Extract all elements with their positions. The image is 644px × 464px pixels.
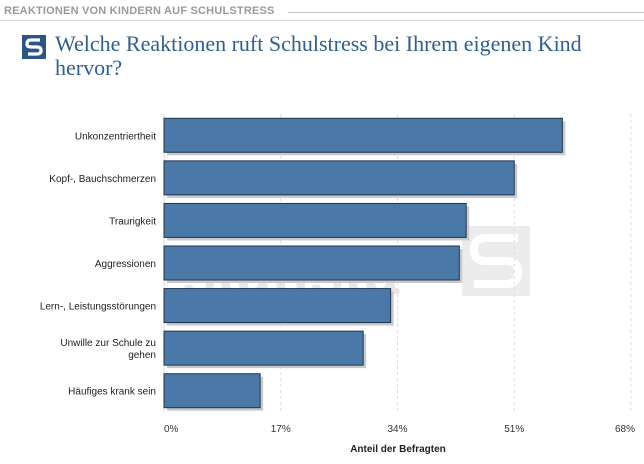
category-label: Aggressionen	[95, 259, 156, 270]
x-tick-label: 0%	[164, 424, 179, 435]
section-header: REAKTIONEN VON KINDERN AUF SCHULSTRESS	[0, 0, 644, 22]
bar	[163, 373, 261, 409]
chart-title: Welche Reaktionen ruft Schulstress bei I…	[55, 31, 582, 80]
category-label: Kopf-, Bauchschmerzen	[49, 174, 156, 185]
tick-labels: 0% 17% 34% 51% 68%	[164, 424, 635, 435]
x-tick-label: 17%	[271, 424, 291, 435]
bar	[163, 245, 460, 281]
bar	[163, 202, 467, 238]
category-label: Lern-, Leistungsstörungen	[40, 302, 156, 313]
x-tick-label: 68%	[615, 424, 635, 435]
category-label: gehen	[128, 350, 156, 361]
bar	[163, 288, 392, 324]
category-label: Traurigkeit	[109, 216, 156, 227]
bar	[163, 160, 515, 196]
x-tick-label: 51%	[504, 424, 524, 435]
statista-logo-icon	[22, 35, 46, 59]
bars	[163, 117, 566, 411]
category-label: Unkonzentriertheit	[75, 131, 156, 142]
header-divider	[0, 20, 644, 21]
category-label: Unwille zur Schule zu	[60, 338, 156, 349]
x-axis-title: Anteil der Befragten	[350, 444, 446, 455]
bar	[163, 330, 364, 366]
x-tick-label: 34%	[387, 424, 407, 435]
section-divider	[288, 12, 644, 13]
category-labels: Unkonzentriertheit Kopf-, Bauchschmerzen T…	[40, 131, 156, 397]
category-label: Häufiges krank sein	[68, 387, 156, 398]
section-label: REAKTIONEN VON KINDERN AUF SCHULSTRESS	[4, 5, 275, 17]
watermark-logo-mark	[469, 234, 523, 288]
bar	[163, 117, 563, 153]
